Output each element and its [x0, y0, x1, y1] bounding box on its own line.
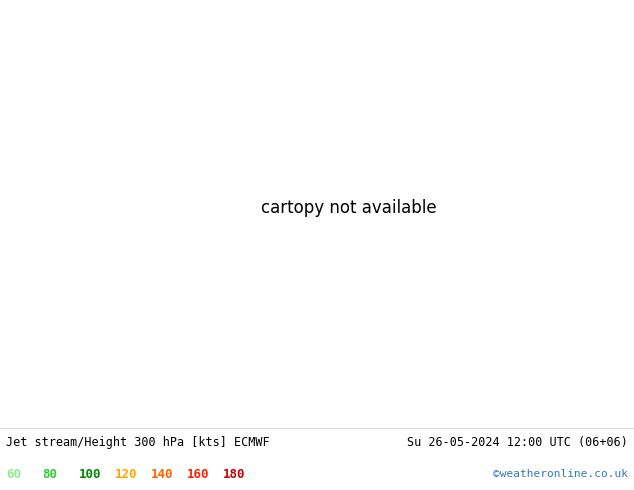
Text: 100: 100 [79, 467, 101, 481]
Text: 180: 180 [223, 467, 245, 481]
Text: 120: 120 [115, 467, 137, 481]
Text: 160: 160 [187, 467, 209, 481]
Text: ©weatheronline.co.uk: ©weatheronline.co.uk [493, 469, 628, 479]
Text: 140: 140 [151, 467, 173, 481]
Text: Jet stream/Height 300 hPa [kts] ECMWF: Jet stream/Height 300 hPa [kts] ECMWF [6, 436, 270, 449]
Text: 60: 60 [6, 467, 22, 481]
Text: Su 26-05-2024 12:00 UTC (06+06): Su 26-05-2024 12:00 UTC (06+06) [407, 436, 628, 449]
Text: 80: 80 [42, 467, 58, 481]
Text: cartopy not available: cartopy not available [261, 199, 437, 217]
